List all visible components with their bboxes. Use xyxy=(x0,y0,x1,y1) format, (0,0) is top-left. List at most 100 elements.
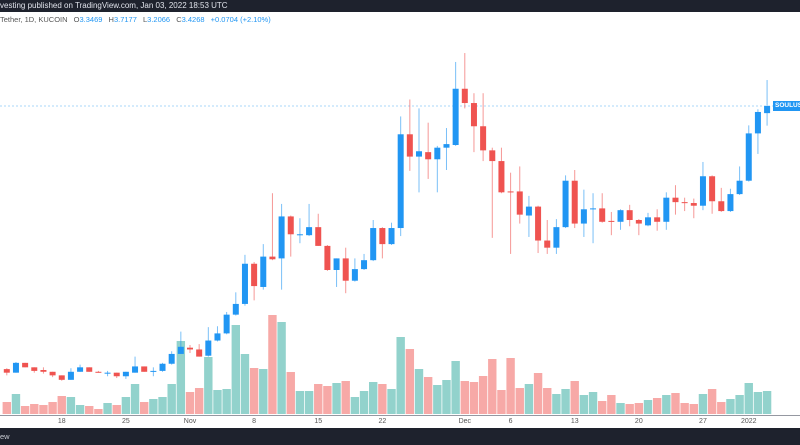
candle-body xyxy=(196,349,203,357)
volume-bar xyxy=(350,397,360,414)
candle-body xyxy=(571,180,578,224)
candle xyxy=(626,204,633,227)
candle xyxy=(40,367,47,374)
volume-bar xyxy=(662,395,671,414)
x-tick-label: 18 xyxy=(57,418,66,425)
candle xyxy=(205,327,212,357)
volume-bar xyxy=(634,403,644,414)
volume-bar xyxy=(231,325,240,414)
volume-bar xyxy=(689,404,698,414)
volume-bar xyxy=(533,373,543,414)
candle xyxy=(608,211,615,236)
candle-body xyxy=(736,180,743,195)
volume-bar xyxy=(176,341,186,414)
high-label: H xyxy=(108,15,114,24)
volume-bar xyxy=(405,349,415,414)
candle-body xyxy=(104,372,111,374)
candle xyxy=(287,215,294,257)
candle xyxy=(754,109,761,154)
candle xyxy=(553,219,560,254)
volume-bar xyxy=(652,398,662,414)
volume-bar xyxy=(240,354,250,414)
volume-bar xyxy=(140,402,149,414)
candle-body xyxy=(150,370,157,372)
candle-body xyxy=(315,227,322,246)
low-value: 3.2066 xyxy=(147,15,171,24)
candle-body xyxy=(498,161,505,193)
volume-bar xyxy=(552,394,561,414)
volume-bar xyxy=(762,391,772,414)
candle xyxy=(580,189,587,237)
candle xyxy=(470,93,477,153)
candle-body xyxy=(177,346,184,354)
candle xyxy=(49,371,56,378)
candle xyxy=(709,175,716,214)
candle-body xyxy=(141,366,148,372)
candlestick-chart[interactable] xyxy=(0,0,800,415)
candle xyxy=(361,253,368,270)
candle xyxy=(141,366,148,372)
low-label: L xyxy=(142,15,148,24)
candle xyxy=(663,192,670,230)
candle-body xyxy=(132,366,139,373)
volume-bar xyxy=(369,382,378,414)
candle xyxy=(498,147,505,194)
candle xyxy=(159,362,166,372)
x-tick-label: 22 xyxy=(378,418,387,425)
volume-bar xyxy=(488,359,497,414)
candle-body xyxy=(599,208,606,222)
candle xyxy=(416,108,422,193)
candle-body xyxy=(86,367,93,372)
candle-body xyxy=(333,258,340,270)
volume-bar xyxy=(607,395,616,414)
candle-body xyxy=(31,367,38,371)
volume-bar xyxy=(94,409,103,414)
volume-bar xyxy=(167,384,176,414)
candle xyxy=(86,367,93,372)
candle xyxy=(507,172,514,254)
volume-bar xyxy=(616,403,625,414)
candle-body xyxy=(754,111,761,134)
volume-bar xyxy=(185,392,195,414)
volume-bar xyxy=(158,397,167,414)
candle-body xyxy=(461,88,468,104)
footer-bar: ew xyxy=(0,428,800,445)
candle-body xyxy=(425,152,432,160)
candle-body xyxy=(470,103,477,127)
open-value: 3.3469 xyxy=(79,15,103,24)
volume-bar xyxy=(414,369,424,414)
candle xyxy=(544,220,551,254)
candle xyxy=(718,187,725,212)
candle xyxy=(113,372,120,379)
x-tick-label: 8 xyxy=(252,418,257,425)
candle xyxy=(77,364,84,372)
volume-bar xyxy=(396,337,405,414)
volume-bar xyxy=(359,391,369,414)
candle-body xyxy=(452,88,459,145)
candle-body xyxy=(535,206,542,241)
candle-body xyxy=(260,256,267,287)
candle xyxy=(736,166,743,195)
candle xyxy=(278,203,285,290)
candle-body xyxy=(727,194,734,212)
volume-bar xyxy=(295,391,305,414)
candle xyxy=(379,227,386,259)
candle-body xyxy=(187,347,193,350)
volume-bar xyxy=(698,394,708,414)
candle xyxy=(351,258,358,282)
candle xyxy=(306,203,313,237)
candle xyxy=(480,93,487,162)
candle xyxy=(95,370,102,373)
volume-bar xyxy=(286,372,295,414)
volume-bar xyxy=(323,386,332,414)
volume-bar xyxy=(543,388,552,414)
candle xyxy=(22,362,29,368)
candle-body xyxy=(406,134,413,157)
candle xyxy=(388,222,395,245)
candle-body xyxy=(342,258,349,281)
price-series xyxy=(3,53,771,381)
volume-bar xyxy=(524,384,534,414)
time-axis[interactable]: 18 25 Nov 8 15 22 Dec 6 13 20 27 2022 xyxy=(0,415,800,429)
candle-body xyxy=(278,216,285,259)
volume-bar xyxy=(735,395,744,414)
